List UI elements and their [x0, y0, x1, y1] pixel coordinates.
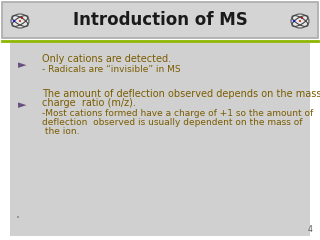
Text: the ion.: the ion.	[42, 127, 79, 137]
Text: Only cations are detected.: Only cations are detected.	[42, 54, 171, 64]
Ellipse shape	[299, 20, 301, 22]
Ellipse shape	[13, 20, 15, 22]
FancyBboxPatch shape	[2, 2, 318, 38]
Ellipse shape	[293, 20, 295, 22]
Text: 4: 4	[307, 226, 312, 234]
Text: deflection  observed is usually dependent on the mass of: deflection observed is usually dependent…	[42, 118, 302, 127]
Text: Introduction of MS: Introduction of MS	[73, 11, 247, 29]
Ellipse shape	[19, 20, 21, 22]
Text: charge  ratio (m/z).: charge ratio (m/z).	[42, 98, 136, 108]
Ellipse shape	[301, 17, 303, 19]
Text: - Radicals are “invisible” in MS: - Radicals are “invisible” in MS	[42, 66, 180, 74]
Text: •: •	[16, 215, 20, 221]
Text: The amount of deflection observed depends on the mass to: The amount of deflection observed depend…	[42, 89, 320, 99]
FancyBboxPatch shape	[10, 43, 310, 236]
Ellipse shape	[11, 14, 29, 28]
Ellipse shape	[21, 17, 23, 19]
Text: ►: ►	[18, 60, 26, 70]
Text: -Most cations formed have a charge of +1 so the amount of: -Most cations formed have a charge of +1…	[42, 108, 313, 118]
Text: ►: ►	[18, 100, 26, 110]
Ellipse shape	[291, 14, 309, 28]
